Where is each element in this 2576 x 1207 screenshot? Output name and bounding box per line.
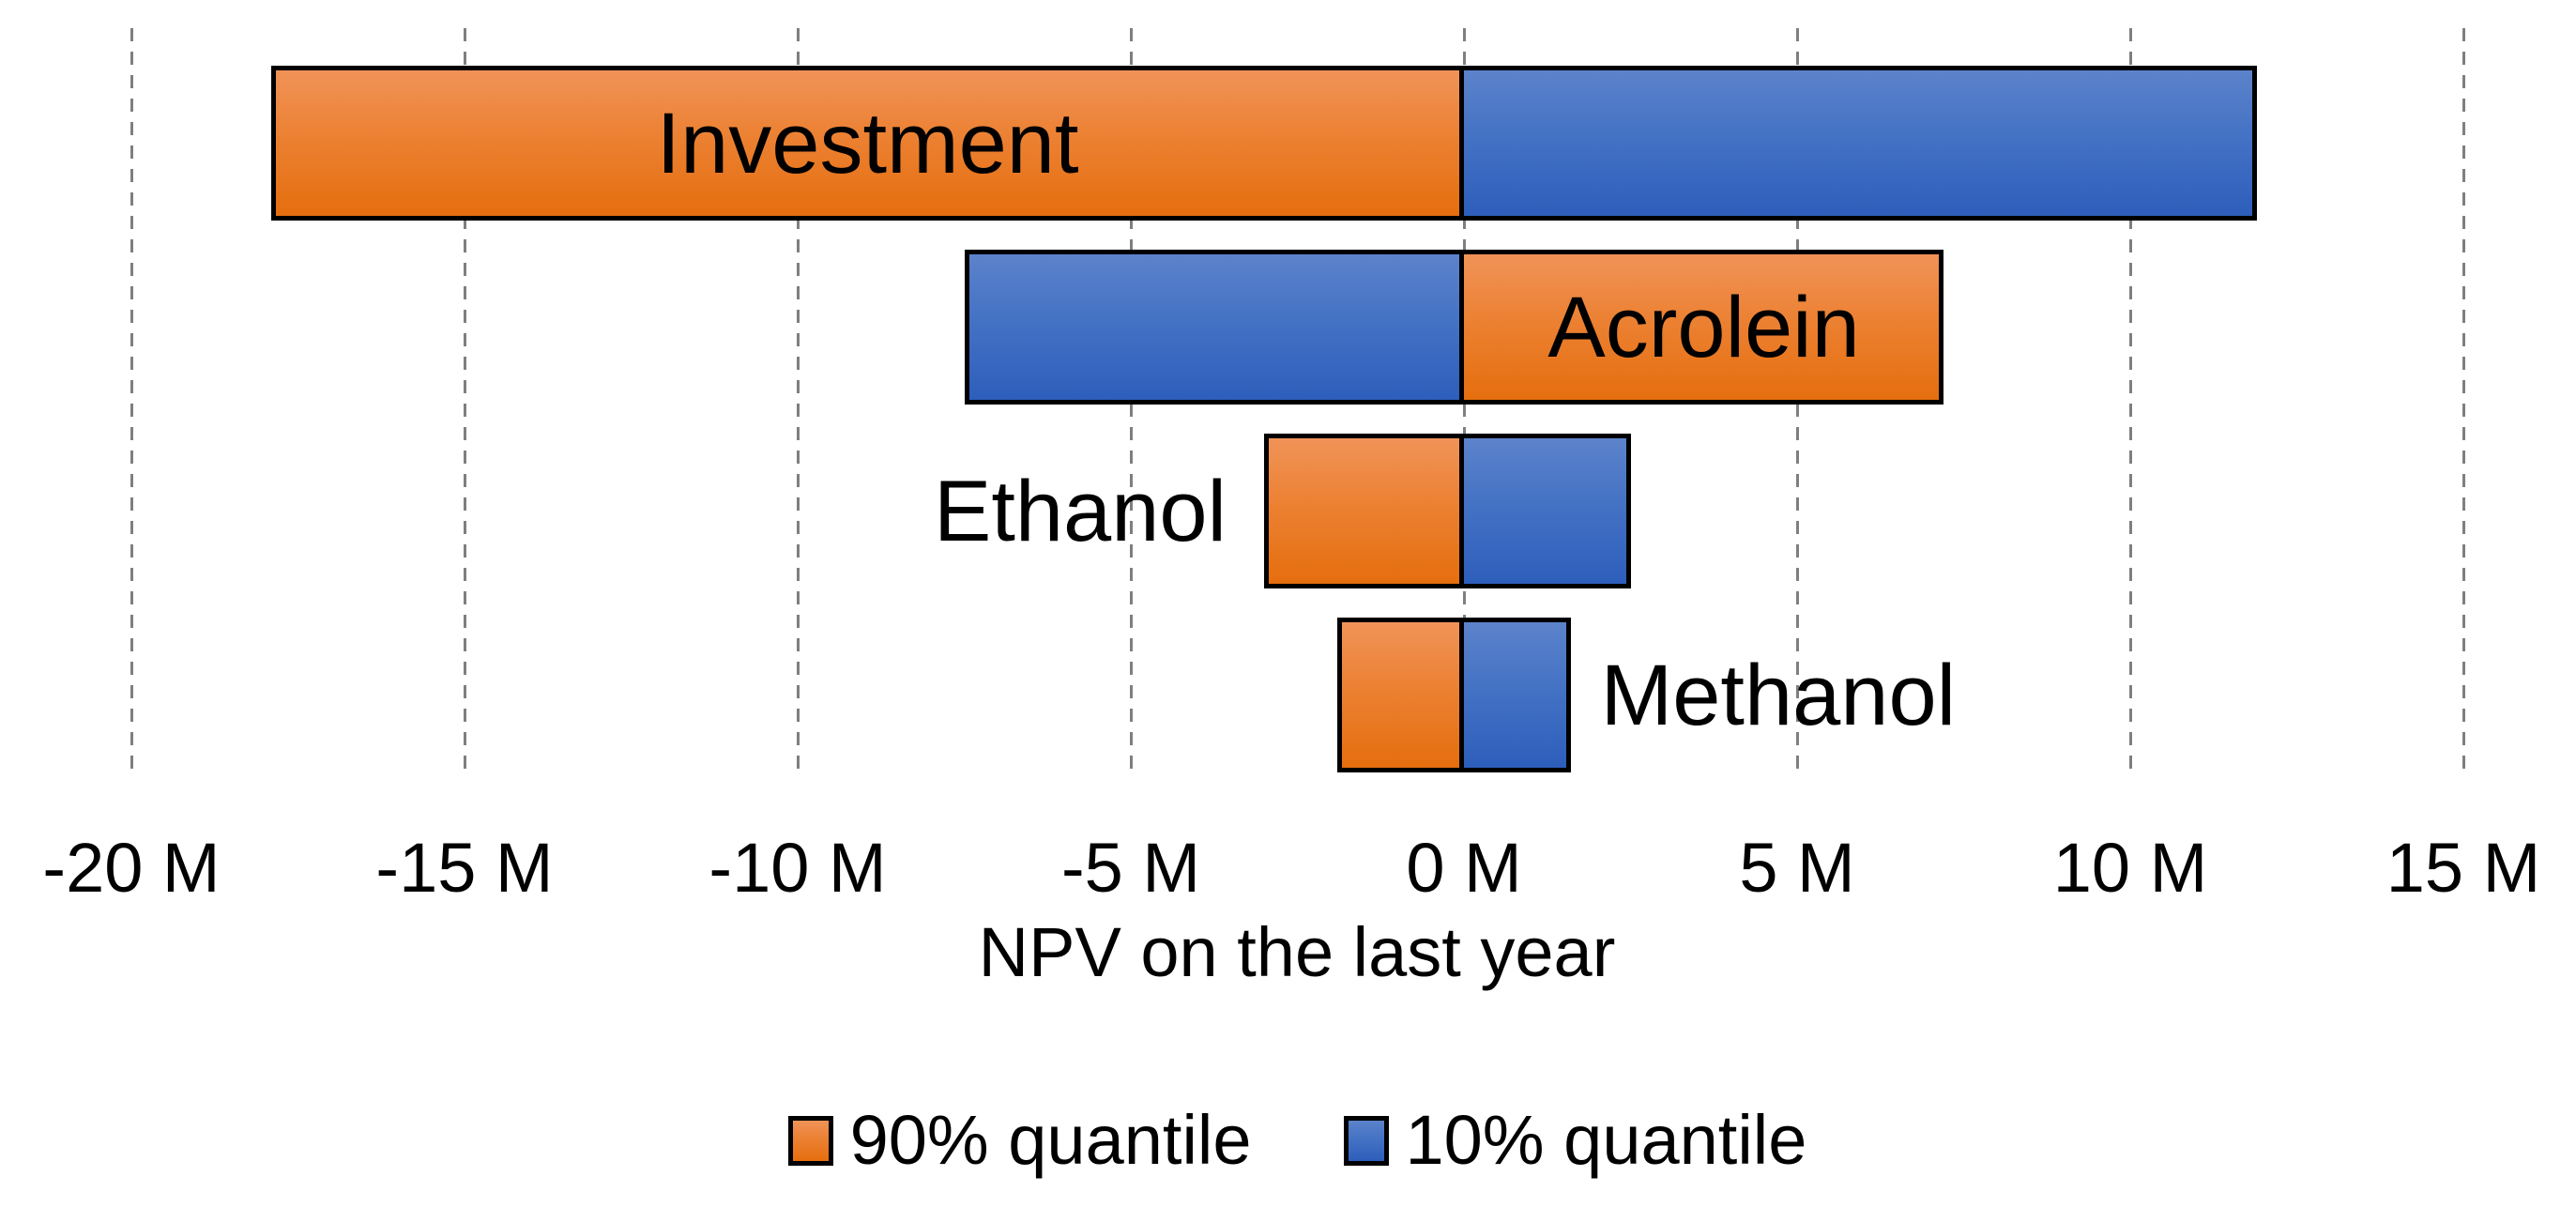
bar-segment-methanol-10-quantile	[1459, 618, 1571, 772]
x-tick-label--5m: -5 M	[1061, 829, 1200, 907]
bar-label-acrolein: Acrolein	[1547, 279, 1860, 375]
gridline--15m	[464, 28, 466, 772]
bar-segment-ethanol-90-quantile	[1264, 434, 1464, 588]
legend-item-90-quantile: 90% quantile	[787, 1101, 1252, 1179]
chart-legend: 90% quantile 10% quantile	[131, 1106, 2463, 1175]
bar-segment-acrolein-90-quantile	[1459, 250, 1944, 405]
x-tick-label--10m: -10 M	[709, 829, 887, 907]
bar-label-methanol: Methanol	[1600, 647, 1957, 743]
bar-segment-methanol-90-quantile	[1337, 618, 1464, 772]
legend-swatch-90-quantile	[787, 1115, 833, 1166]
gridline-10m	[2129, 28, 2132, 772]
gridline--20m	[130, 28, 133, 772]
bar-segment-acrolein-10-quantile	[964, 250, 1464, 405]
x-tick-label--20m: -20 M	[42, 829, 221, 907]
gridline-15m	[2462, 28, 2465, 772]
bar-label-ethanol: Ethanol	[933, 463, 1227, 559]
x-tick-label--15m: -15 M	[375, 829, 554, 907]
x-tick-label-10m: 10 M	[2052, 829, 2208, 907]
bar-label-investment: Investment	[656, 95, 1079, 191]
bar-segment-investment-90-quantile	[271, 66, 1464, 221]
legend-swatch-10-quantile	[1343, 1115, 1389, 1166]
legend-label-90-quantile: 90% quantile	[849, 1101, 1252, 1179]
x-tick-label-0m: 0 M	[1406, 829, 1522, 907]
bar-segment-ethanol-10-quantile	[1459, 434, 1631, 588]
bar-segment-investment-10-quantile	[1459, 66, 2257, 221]
gridline--10m	[797, 28, 800, 772]
x-tick-label-15m: 15 M	[2385, 829, 2541, 907]
x-tick-label-5m: 5 M	[1739, 829, 1855, 907]
legend-item-10-quantile: 10% quantile	[1343, 1101, 1807, 1179]
legend-label-10-quantile: 10% quantile	[1405, 1101, 1807, 1179]
x-axis-title: NPV on the last year	[978, 913, 1616, 991]
